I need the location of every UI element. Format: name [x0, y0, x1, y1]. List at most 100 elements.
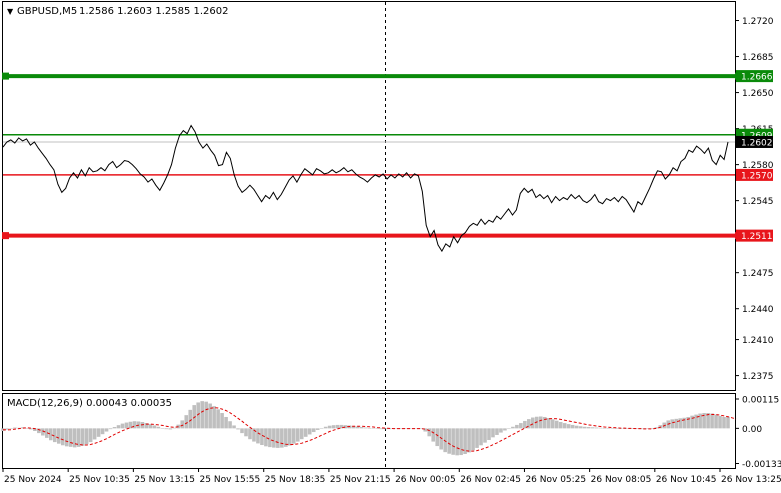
- macd-histogram-bar: [64, 428, 69, 447]
- macd-histogram-bar: [427, 428, 432, 437]
- macd-histogram-bar: [216, 409, 220, 429]
- macd-histogram-bar: [682, 417, 686, 429]
- macd-histogram-bar: [706, 413, 710, 429]
- macd-histogram-bar: [531, 417, 535, 429]
- macd-histogram-bar: [423, 428, 428, 432]
- chart-menu-icon[interactable]: ▼: [7, 7, 14, 16]
- level-handle[interactable]: [2, 72, 9, 80]
- price-tick-label: 1.2720: [742, 17, 774, 27]
- macd-tick-label: -0.00133: [742, 460, 781, 470]
- macd-histogram-bar: [562, 423, 567, 429]
- level-price-label: 1.2570: [741, 171, 773, 181]
- macd-histogram-bar: [156, 426, 161, 429]
- macd-histogram-bar: [670, 419, 675, 429]
- macd-histogram-bar: [618, 428, 623, 429]
- level-handle[interactable]: [2, 232, 9, 240]
- time-tick-label: 25 Nov 21:15: [330, 475, 391, 485]
- macd-histogram-bar: [335, 424, 340, 429]
- macd-histogram-bar: [614, 428, 619, 429]
- macd-histogram-bar: [702, 413, 706, 429]
- macd-histogram-bar: [554, 420, 559, 429]
- macd-histogram-bar: [383, 428, 388, 430]
- macd-histogram-bar: [212, 406, 216, 429]
- macd-histogram-bar: [467, 428, 471, 453]
- current-price-tag: [736, 135, 773, 148]
- macd-histogram-bar: [164, 428, 169, 430]
- time-tick-label: 25 Nov 10:35: [69, 475, 130, 485]
- macd-histogram-bar: [363, 427, 368, 429]
- macd-histogram-bar: [276, 428, 280, 448]
- price-tick-label: 1.2375: [742, 372, 774, 382]
- macd-histogram-bar: [303, 428, 308, 437]
- macd-histogram-bar: [630, 428, 635, 429]
- macd-histogram-bar: [610, 428, 615, 429]
- macd-histogram-bar: [443, 428, 447, 453]
- symbol-label: GBPUSD,M5: [17, 6, 77, 17]
- macd-histogram-bar: [100, 428, 105, 435]
- macd-histogram-bar: [379, 428, 384, 430]
- macd-histogram-bar: [451, 428, 455, 455]
- macd-histogram-bar: [710, 413, 714, 429]
- level-price-tag: [736, 168, 773, 181]
- macd-histogram-bar: [128, 421, 133, 429]
- macd-histogram-bar: [586, 427, 591, 429]
- macd-histogram-bar: [722, 416, 726, 429]
- macd-histogram-bar: [272, 428, 276, 448]
- macd-histogram-bar: [650, 428, 655, 429]
- macd-histogram-bar: [606, 428, 611, 429]
- macd-histogram-bar: [152, 425, 157, 429]
- macd-histogram-bar: [41, 428, 45, 436]
- macd-label: MACD(12,26,9) 0.00043 0.00035: [7, 398, 172, 409]
- macd-histogram-bar: [507, 428, 511, 429]
- macd-histogram-bar: [570, 424, 575, 429]
- macd-histogram-bar: [339, 424, 344, 429]
- macd-histogram-bar: [180, 420, 185, 429]
- macd-histogram-bar: [574, 425, 579, 429]
- macd-histogram-bar: [108, 428, 113, 430]
- macd-histogram-bar: [399, 428, 404, 429]
- macd-histogram-bar: [331, 425, 336, 429]
- macd-histogram-bar: [292, 428, 296, 444]
- macd-histogram-bar: [288, 428, 292, 446]
- macd-histogram-bar: [582, 426, 587, 429]
- macd-histogram-bar: [523, 420, 527, 429]
- macd-histogram-bar: [295, 428, 300, 442]
- macd-histogram-bar: [33, 428, 37, 431]
- macd-histogram-bar: [260, 428, 264, 446]
- macd-histogram-bar: [538, 416, 543, 429]
- macd-histogram-bar: [144, 423, 149, 429]
- macd-histogram-bar: [698, 413, 702, 429]
- macd-histogram-bar: [168, 428, 173, 430]
- macd-histogram-bar: [240, 428, 244, 434]
- macd-histogram-bar: [60, 428, 65, 446]
- macd-histogram-bar: [200, 401, 204, 429]
- macd-histogram-bar: [431, 428, 436, 442]
- macd-histogram-bar: [132, 421, 137, 429]
- macd-histogram-bar: [5, 428, 9, 430]
- macd-histogram-bar: [491, 428, 495, 438]
- time-tick-label: 26 Nov 05:25: [525, 475, 586, 485]
- macd-histogram-bar: [49, 428, 53, 441]
- macd-histogram-bar: [284, 428, 288, 447]
- macd-histogram-bar: [196, 402, 200, 429]
- macd-histogram-bar: [124, 422, 129, 429]
- macd-histogram-bar: [694, 414, 698, 429]
- macd-tick-label: 0.00: [742, 425, 762, 435]
- macd-histogram-bar: [371, 428, 376, 429]
- macd-histogram-bar: [112, 427, 117, 429]
- macd-histogram-bar: [228, 421, 232, 429]
- macd-histogram-bar: [224, 416, 228, 429]
- level-price-tag: [736, 70, 773, 83]
- macd-histogram-bar: [80, 428, 85, 446]
- macd-histogram-bar: [594, 427, 599, 429]
- macd-histogram-bar: [232, 425, 236, 429]
- macd-histogram-bar: [499, 428, 503, 433]
- macd-histogram-bar: [220, 413, 224, 429]
- macd-histogram-bar: [323, 426, 328, 429]
- time-tick-label: 26 Nov 00:05: [395, 475, 456, 485]
- macd-histogram-bar: [307, 428, 312, 435]
- time-tick-label: 26 Nov 13:25: [721, 475, 781, 485]
- time-tick-label: 25 Nov 2024: [4, 475, 62, 485]
- time-tick-label: 25 Nov 15:55: [200, 475, 261, 485]
- macd-histogram-bar: [13, 427, 17, 429]
